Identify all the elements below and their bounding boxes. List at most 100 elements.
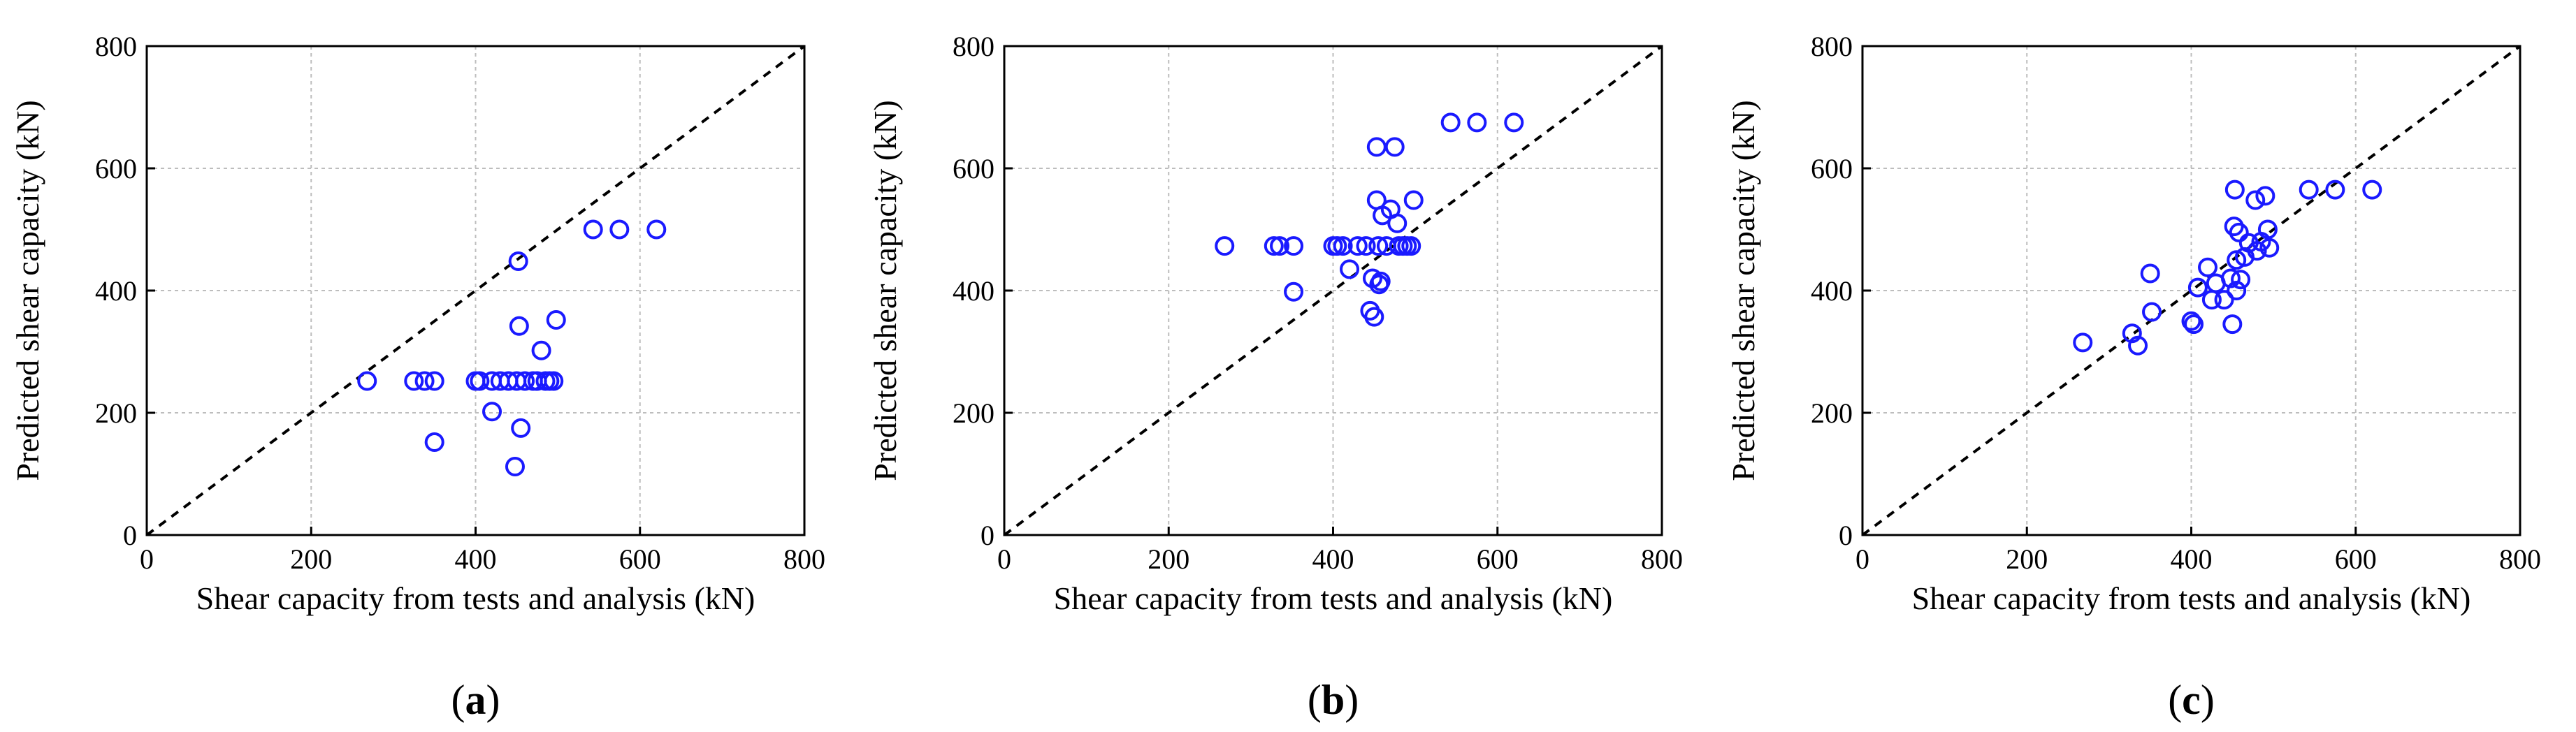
y-tick-label: 800 bbox=[953, 31, 994, 62]
x-tick-label: 200 bbox=[1148, 543, 1189, 575]
data-point bbox=[2257, 219, 2278, 240]
x-tick-label: 800 bbox=[783, 543, 825, 575]
data-point bbox=[2299, 180, 2319, 200]
identity-reference-line bbox=[1003, 45, 1663, 536]
data-point bbox=[2214, 290, 2234, 310]
y-tick-label: 200 bbox=[95, 397, 137, 429]
x-tick-label: 0 bbox=[140, 543, 154, 575]
y-tick-label: 400 bbox=[1811, 275, 1853, 307]
data-point bbox=[609, 219, 630, 240]
data-point bbox=[1364, 307, 1384, 327]
identity-reference-line bbox=[1861, 45, 2521, 536]
chart-panel-c: 0 200 400 600 800 0 200 400 600 800 Shear capacity… bbox=[1725, 31, 2541, 723]
data-point bbox=[470, 371, 490, 391]
x-tick-label: 0 bbox=[1855, 543, 1869, 575]
x-axis-label: Shear capacity from tests and analysis (… bbox=[196, 580, 755, 616]
x-tick-label: 600 bbox=[2335, 543, 2377, 575]
x-axis-label: Shear capacity from tests and analysis (… bbox=[1912, 580, 2471, 616]
data-point bbox=[357, 371, 377, 391]
data-point bbox=[531, 340, 551, 360]
y-tick-label: 0 bbox=[123, 520, 137, 551]
data-point bbox=[1362, 268, 1382, 288]
data-point bbox=[546, 310, 566, 330]
data-point bbox=[2227, 250, 2247, 270]
data-point bbox=[1368, 236, 1389, 256]
data-point bbox=[2142, 302, 2162, 322]
y-tick-label: 400 bbox=[953, 275, 994, 307]
data-point bbox=[2259, 237, 2280, 258]
y-axis-label: Predicted shear capacity (kN) bbox=[1725, 100, 1761, 481]
panel-label: (c) bbox=[2168, 677, 2215, 723]
data-point bbox=[1440, 112, 1461, 133]
data-point bbox=[509, 316, 529, 336]
data-point bbox=[515, 371, 535, 391]
data-point bbox=[424, 371, 444, 391]
x-tick-label: 200 bbox=[290, 543, 332, 575]
data-point bbox=[2245, 190, 2266, 210]
data-point bbox=[1347, 236, 1368, 256]
panel-label: (a) bbox=[451, 677, 500, 723]
x-axis-label: Shear capacity from tests and analysis (… bbox=[1054, 580, 1613, 616]
data-point bbox=[2362, 180, 2382, 200]
data-point bbox=[1401, 236, 1421, 256]
data-point bbox=[1370, 271, 1391, 291]
data-point bbox=[1504, 112, 1524, 133]
data-point bbox=[1403, 190, 1424, 210]
data-point bbox=[424, 432, 444, 452]
data-point bbox=[482, 402, 502, 422]
x-tick-label: 400 bbox=[2171, 543, 2213, 575]
y-tick-label: 800 bbox=[95, 31, 137, 62]
data-point bbox=[2140, 263, 2160, 284]
data-point bbox=[1270, 236, 1290, 256]
data-point bbox=[2224, 180, 2245, 200]
data-point bbox=[2184, 314, 2204, 335]
data-point bbox=[2227, 281, 2247, 300]
data-point bbox=[2122, 323, 2142, 344]
data-point bbox=[1215, 236, 1235, 256]
identity-reference-line bbox=[145, 45, 806, 536]
y-tick-label: 200 bbox=[1811, 397, 1853, 429]
data-point bbox=[646, 219, 667, 240]
x-tick-label: 0 bbox=[997, 543, 1011, 575]
data-point bbox=[1340, 259, 1360, 279]
data-point bbox=[2231, 270, 2251, 290]
data-point bbox=[1333, 236, 1353, 256]
y-axis-label: Predicted shear capacity (kN) bbox=[10, 100, 45, 481]
x-tick-label: 200 bbox=[2006, 543, 2048, 575]
y-axis-label: Predicted shear capacity (kN) bbox=[867, 100, 903, 481]
data-point bbox=[2229, 222, 2249, 242]
data-point bbox=[2187, 277, 2208, 298]
data-point bbox=[2325, 180, 2345, 200]
data-point bbox=[414, 371, 435, 391]
panel-label: (b) bbox=[1308, 677, 1359, 723]
data-point bbox=[1467, 112, 1487, 133]
data-point bbox=[2222, 314, 2243, 335]
x-tick-label: 600 bbox=[619, 543, 661, 575]
data-point bbox=[544, 371, 564, 391]
y-tick-label: 200 bbox=[953, 397, 994, 429]
y-tick-label: 600 bbox=[953, 153, 994, 184]
data-point bbox=[583, 219, 603, 240]
y-tick-label: 400 bbox=[95, 275, 137, 307]
data-point bbox=[2247, 241, 2267, 261]
data-point bbox=[2181, 311, 2201, 331]
x-tick-label: 800 bbox=[1641, 543, 1683, 575]
data-point bbox=[1387, 213, 1408, 233]
x-tick-label: 400 bbox=[1312, 543, 1354, 575]
data-point bbox=[505, 457, 525, 476]
y-tick-label: 0 bbox=[1839, 520, 1853, 551]
y-tick-label: 0 bbox=[981, 520, 994, 551]
chart-panel-b: 0 200 400 600 800 0 200 400 600 800 Shear capacity… bbox=[867, 31, 1683, 723]
y-tick-label: 600 bbox=[95, 153, 137, 184]
data-point bbox=[1284, 281, 1304, 302]
data-point bbox=[404, 371, 424, 391]
data-point bbox=[511, 418, 531, 438]
data-point bbox=[508, 251, 528, 271]
data-point bbox=[1284, 236, 1304, 256]
data-point bbox=[2073, 332, 2093, 353]
data-point bbox=[2255, 186, 2275, 206]
data-point bbox=[1366, 137, 1387, 157]
y-tick-label: 600 bbox=[1811, 153, 1853, 184]
